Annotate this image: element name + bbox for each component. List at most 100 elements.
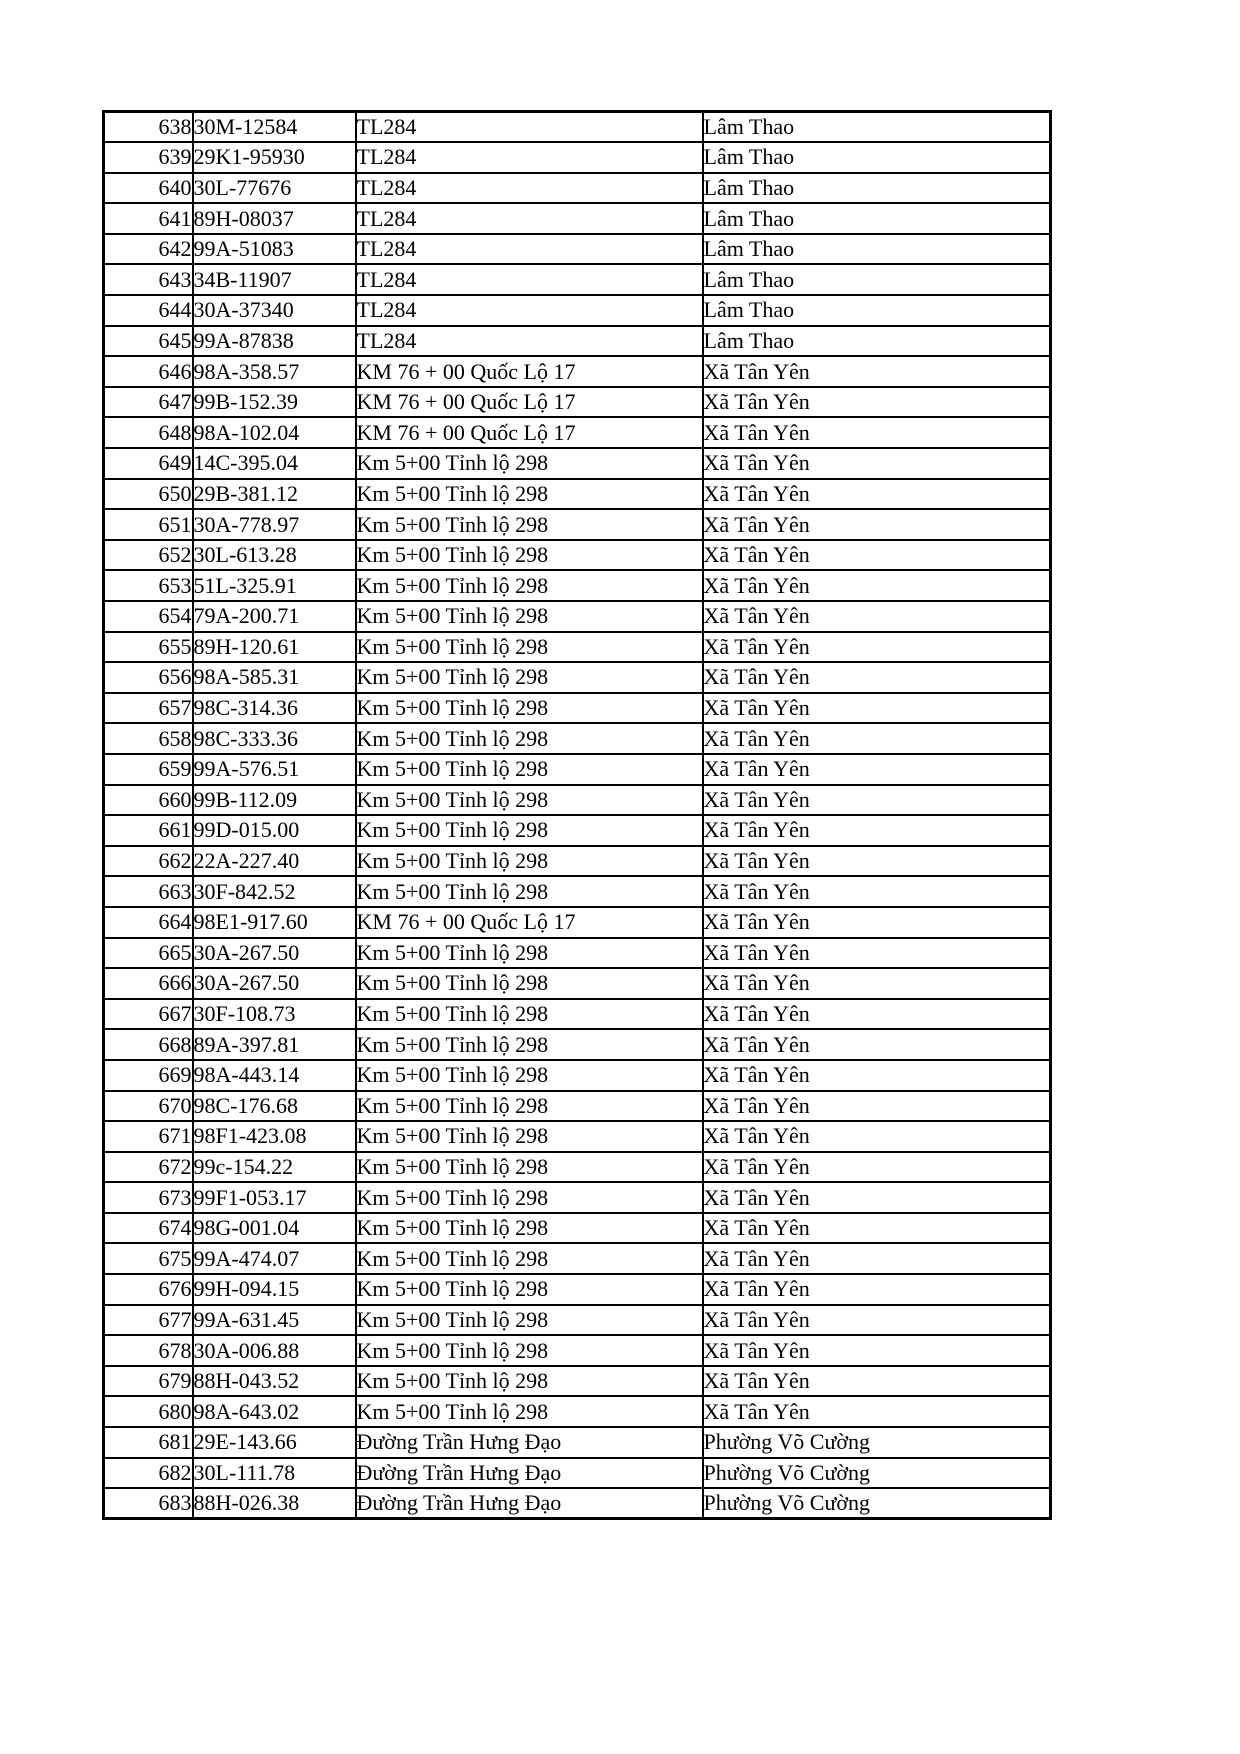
cell-row-number: 645 <box>102 324 194 358</box>
cell-license-plate: 79A-200.71 <box>191 600 357 633</box>
table-row: 652 30L-613.28 Km 5+00 Tỉnh lộ 298 Xã Tân Y… <box>102 538 1052 572</box>
cell-row-number: 665 <box>102 936 194 970</box>
cell-location: Km 5+00 Tỉnh lộ 298 <box>354 1089 704 1123</box>
table-row: 642 99A-51083 TL284 Lâm Thao <box>102 232 1052 266</box>
cell-license-plate: 30A-267.50 <box>191 936 357 970</box>
table-row: 668 89A-397.81 Km 5+00 Tỉnh lộ 298 Xã Tân Y… <box>102 1028 1052 1061</box>
cell-row-number: 641 <box>102 202 194 235</box>
cell-location: Km 5+00 Tỉnh lộ 298 <box>354 844 704 878</box>
cell-ward: Lâm Thao <box>701 202 1052 235</box>
table-row: 676 99H-094.15 Km 5+00 Tỉnh lộ 298 Xã Tân Y… <box>102 1273 1052 1306</box>
cell-ward: Xã Tân Yên <box>701 538 1052 572</box>
cell-license-plate: 88H-026.38 <box>191 1487 357 1520</box>
table-row: 663 30F-842.52 Km 5+00 Tỉnh lộ 298 Xã Tân Y… <box>102 875 1052 908</box>
cell-row-number: 681 <box>102 1426 194 1459</box>
cell-row-number: 649 <box>102 447 194 480</box>
cell-ward: Xã Tân Yên <box>701 905 1052 939</box>
cell-location: Km 5+00 Tỉnh lộ 298 <box>354 661 704 694</box>
cell-location: Km 5+00 Tỉnh lộ 298 <box>354 691 704 725</box>
cell-row-number: 683 <box>102 1487 194 1520</box>
cell-license-plate: 30L-77676 <box>191 171 357 205</box>
cell-ward: Xã Tân Yên <box>701 1303 1052 1337</box>
cell-location: Km 5+00 Tỉnh lộ 298 <box>354 1242 704 1276</box>
table-row: 650 29B-381.12 Km 5+00 Tỉnh lộ 298 Xã Tân Y… <box>102 477 1052 511</box>
cell-location: TL284 <box>354 171 704 205</box>
cell-row-number: 639 <box>102 141 194 174</box>
cell-license-plate: 99A-631.45 <box>191 1303 357 1337</box>
cell-license-plate: 30A-37340 <box>191 294 357 327</box>
table-row: 647 99B-152.39 KM 76 + 00 Quốc Lộ 17 Xã Tân… <box>102 385 1052 419</box>
cell-license-plate: 30A-006.88 <box>191 1334 357 1367</box>
cell-ward: Phường Võ Cường <box>701 1487 1052 1520</box>
cell-ward: Lâm Thao <box>701 110 1052 144</box>
cell-license-plate: 98E1-917.60 <box>191 905 357 939</box>
table-row: 679 88H-043.52 Km 5+00 Tỉnh lộ 298 Xã Tân Y… <box>102 1364 1052 1398</box>
table-row: 665 30A-267.50 Km 5+00 Tỉnh lộ 298 Xã Tân Y… <box>102 936 1052 970</box>
table-row: 654 79A-200.71 Km 5+00 Tỉnh lộ 298 Xã Tân Y… <box>102 600 1052 633</box>
cell-license-plate: 99c-154.22 <box>191 1150 357 1184</box>
table-row: 659 99A-576.51 Km 5+00 Tỉnh lộ 298 Xã Tân Y… <box>102 752 1052 786</box>
cell-row-number: 638 <box>102 110 194 144</box>
cell-location: Km 5+00 Tỉnh lộ 298 <box>354 1395 704 1429</box>
cell-row-number: 675 <box>102 1242 194 1276</box>
cell-row-number: 679 <box>102 1364 194 1398</box>
cell-ward: Xã Tân Yên <box>701 355 1052 388</box>
table-row: 675 99A-474.07 Km 5+00 Tỉnh lộ 298 Xã Tân Y… <box>102 1242 1052 1276</box>
table-row: 648 98A-102.04 KM 76 + 00 Quốc Lộ 17 Xã Tân… <box>102 416 1052 450</box>
cell-license-plate: 98C-333.36 <box>191 722 357 755</box>
cell-location: Km 5+00 Tỉnh lộ 298 <box>354 1303 704 1337</box>
cell-location: Km 5+00 Tỉnh lộ 298 <box>354 1120 704 1153</box>
cell-location: Km 5+00 Tỉnh lộ 298 <box>354 752 704 786</box>
cell-ward: Lâm Thao <box>701 141 1052 174</box>
cell-row-number: 666 <box>102 967 194 1000</box>
cell-ward: Phường Võ Cường <box>701 1426 1052 1459</box>
cell-license-plate: 99F1-053.17 <box>191 1181 357 1214</box>
cell-license-plate: 14C-395.04 <box>191 447 357 480</box>
cell-location: Km 5+00 Tỉnh lộ 298 <box>354 1211 704 1245</box>
cell-location: Km 5+00 Tỉnh lộ 298 <box>354 1150 704 1184</box>
cell-ward: Lâm Thao <box>701 171 1052 205</box>
table-row: 671 98F1-423.08 Km 5+00 Tỉnh lộ 298 Xã Tân … <box>102 1120 1052 1153</box>
table-row: 645 99A-87838 TL284 Lâm Thao <box>102 324 1052 358</box>
cell-location: Km 5+00 Tỉnh lộ 298 <box>354 722 704 755</box>
cell-row-number: 658 <box>102 722 194 755</box>
cell-license-plate: 51L-325.91 <box>191 569 357 602</box>
cell-row-number: 682 <box>102 1456 194 1490</box>
cell-ward: Xã Tân Yên <box>701 477 1052 511</box>
cell-location: Đường Trần Hưng Đạo <box>354 1487 704 1520</box>
cell-ward: Xã Tân Yên <box>701 967 1052 1000</box>
cell-license-plate: 89H-120.61 <box>191 630 357 664</box>
cell-location: Km 5+00 Tỉnh lộ 298 <box>354 477 704 511</box>
table-row: 649 14C-395.04 Km 5+00 Tỉnh lộ 298 Xã Tân Y… <box>102 447 1052 480</box>
table-row: 641 89H-08037 TL284 Lâm Thao <box>102 202 1052 235</box>
cell-row-number: 644 <box>102 294 194 327</box>
table-row: 661 99D-015.00 Km 5+00 Tỉnh lộ 298 Xã Tân Y… <box>102 814 1052 847</box>
cell-row-number: 656 <box>102 661 194 694</box>
cell-ward: Xã Tân Yên <box>701 997 1052 1031</box>
cell-location: TL284 <box>354 324 704 358</box>
cell-license-plate: 98A-102.04 <box>191 416 357 450</box>
table-row: 682 30L-111.78 Đường Trần Hưng Đạo Phường V… <box>102 1456 1052 1490</box>
cell-ward: Xã Tân Yên <box>701 569 1052 602</box>
cell-ward: Xã Tân Yên <box>701 875 1052 908</box>
cell-location: Km 5+00 Tỉnh lộ 298 <box>354 1334 704 1367</box>
cell-row-number: 652 <box>102 538 194 572</box>
cell-license-plate: 99A-51083 <box>191 232 357 266</box>
table-row: 666 30A-267.50 Km 5+00 Tỉnh lộ 298 Xã Tân Y… <box>102 967 1052 1000</box>
cell-row-number: 655 <box>102 630 194 664</box>
cell-license-plate: 98C-314.36 <box>191 691 357 725</box>
table-row: 681 29E-143.66 Đường Trần Hưng Đạo Phường V… <box>102 1426 1052 1459</box>
cell-license-plate: 22A-227.40 <box>191 844 357 878</box>
cell-ward: Xã Tân Yên <box>701 600 1052 633</box>
table-row: 639 29K1-95930 TL284 Lâm Thao <box>102 141 1052 174</box>
cell-ward: Xã Tân Yên <box>701 1181 1052 1214</box>
cell-ward: Xã Tân Yên <box>701 1150 1052 1184</box>
cell-ward: Xã Tân Yên <box>701 691 1052 725</box>
cell-ward: Xã Tân Yên <box>701 508 1052 541</box>
cell-row-number: 673 <box>102 1181 194 1214</box>
cell-location: Km 5+00 Tỉnh lộ 298 <box>354 936 704 970</box>
cell-ward: Lâm Thao <box>701 324 1052 358</box>
cell-row-number: 659 <box>102 752 194 786</box>
cell-ward: Xã Tân Yên <box>701 447 1052 480</box>
